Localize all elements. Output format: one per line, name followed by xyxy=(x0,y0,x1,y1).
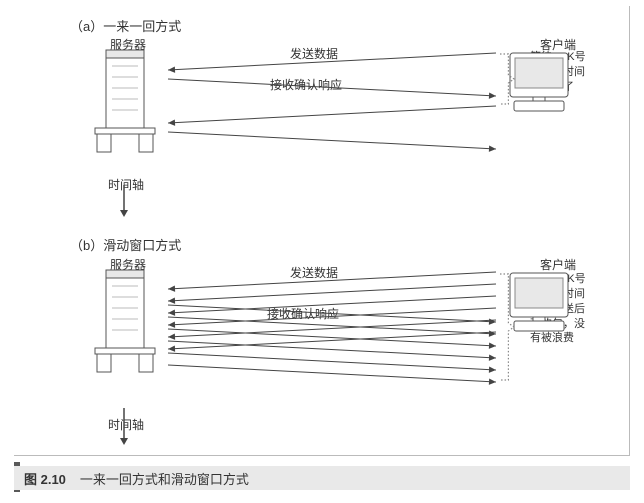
section-b-title: （b）滑动窗口方式 xyxy=(70,235,181,254)
figure-container: （a）一来一回方式 服务器 客户端 发送数据 接收确认响应 时间轴 等待ACK号… xyxy=(0,0,644,503)
caption-id: 图 2.10 xyxy=(24,469,66,488)
caption-bar: 图 2.10 一来一回方式和滑动窗口方式 xyxy=(14,466,630,490)
diagram-b-svg xyxy=(0,260,644,460)
diagram-a-svg xyxy=(0,40,644,215)
caption-title: 一来一回方式和滑动窗口方式 xyxy=(80,469,249,488)
section-a-title: （a）一来一回方式 xyxy=(70,16,181,35)
